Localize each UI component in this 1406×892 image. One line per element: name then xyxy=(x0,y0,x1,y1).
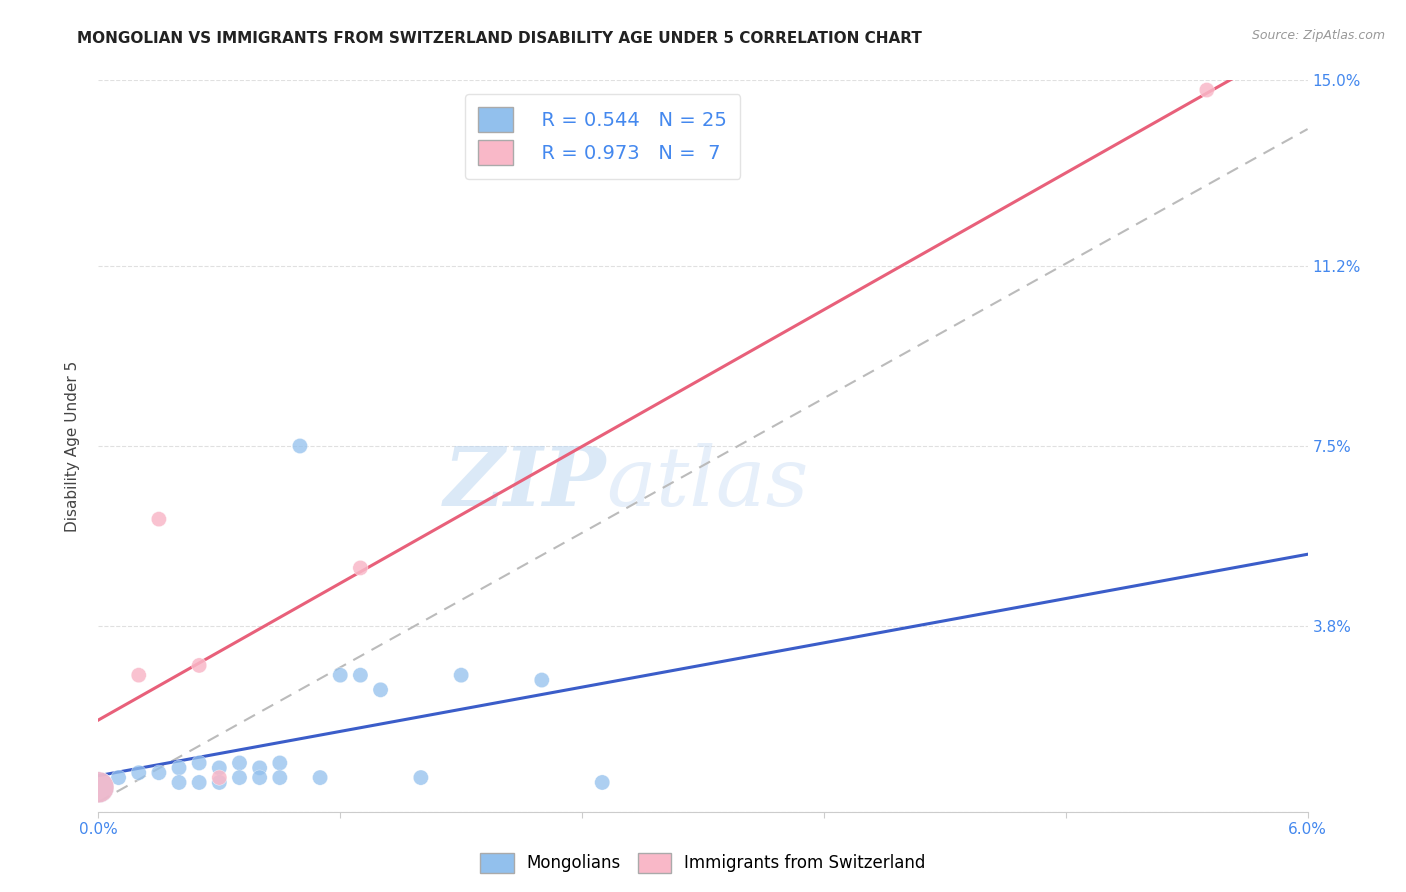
Point xyxy=(349,668,371,682)
Point xyxy=(208,775,231,789)
Point xyxy=(309,771,332,785)
Legend:   R = 0.544   N = 25,   R = 0.973   N =  7: R = 0.544 N = 25, R = 0.973 N = 7 xyxy=(465,94,741,178)
Point xyxy=(228,756,250,770)
Legend: Mongolians, Immigrants from Switzerland: Mongolians, Immigrants from Switzerland xyxy=(474,847,932,880)
Point xyxy=(188,756,211,770)
Point xyxy=(188,658,211,673)
Text: ZIP: ZIP xyxy=(444,442,606,523)
Point xyxy=(409,771,432,785)
Point xyxy=(167,775,190,789)
Y-axis label: Disability Age Under 5: Disability Age Under 5 xyxy=(65,360,80,532)
Point xyxy=(349,561,371,575)
Point xyxy=(249,761,271,775)
Point xyxy=(370,682,392,697)
Text: MONGOLIAN VS IMMIGRANTS FROM SWITZERLAND DISABILITY AGE UNDER 5 CORRELATION CHAR: MONGOLIAN VS IMMIGRANTS FROM SWITZERLAND… xyxy=(77,31,922,46)
Point xyxy=(87,780,110,795)
Point xyxy=(208,771,231,785)
Point xyxy=(530,673,553,687)
Point xyxy=(87,780,110,795)
Point xyxy=(128,668,150,682)
Point xyxy=(228,771,250,785)
Point xyxy=(107,771,129,785)
Text: atlas: atlas xyxy=(606,442,808,523)
Point xyxy=(269,756,291,770)
Point xyxy=(128,765,150,780)
Point xyxy=(269,771,291,785)
Point xyxy=(148,765,170,780)
Point xyxy=(208,761,231,775)
Point xyxy=(249,771,271,785)
Point xyxy=(288,439,311,453)
Point xyxy=(1195,83,1218,97)
Point xyxy=(188,775,211,789)
Point xyxy=(591,775,613,789)
Text: Source: ZipAtlas.com: Source: ZipAtlas.com xyxy=(1251,29,1385,42)
Point xyxy=(167,761,190,775)
Point xyxy=(450,668,472,682)
Point xyxy=(148,512,170,526)
Point xyxy=(329,668,352,682)
